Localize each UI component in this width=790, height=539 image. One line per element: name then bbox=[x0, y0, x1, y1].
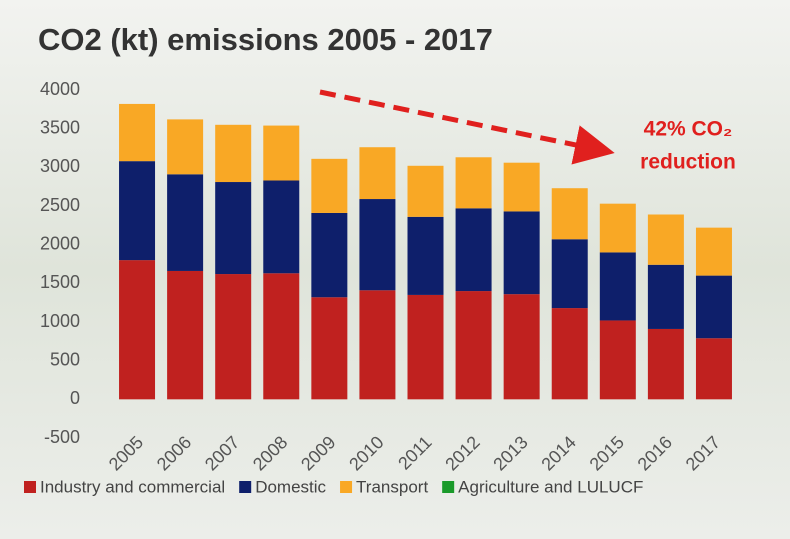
bar-segment bbox=[407, 165, 444, 217]
legend-label: Domestic bbox=[255, 477, 326, 496]
bar-segment bbox=[455, 208, 492, 292]
bar-segment bbox=[359, 290, 396, 400]
legend-swatch bbox=[442, 481, 455, 493]
bar-segment bbox=[263, 273, 300, 400]
y-tick-label: 3000 bbox=[40, 156, 80, 176]
bar-segment bbox=[167, 270, 204, 400]
bar-segment bbox=[647, 328, 684, 400]
bar-segment bbox=[455, 157, 492, 209]
bar-segment bbox=[119, 260, 156, 400]
trend-arrow bbox=[319, 89, 615, 165]
bar-segment bbox=[215, 124, 252, 183]
bar-segment bbox=[551, 308, 588, 400]
bar-segment bbox=[359, 199, 396, 291]
bar-segment bbox=[311, 212, 348, 298]
bar-segment bbox=[359, 147, 396, 200]
y-tick-label: 1000 bbox=[40, 311, 80, 331]
bar-segment bbox=[215, 182, 252, 275]
legend-label: Agriculture and LULUCF bbox=[458, 477, 643, 496]
chart-title: CO2 (kt) emissions 2005 - 2017 bbox=[38, 22, 493, 57]
annotation: reduction bbox=[640, 151, 736, 174]
bar-segment bbox=[647, 264, 684, 329]
bar-segment bbox=[551, 239, 588, 309]
legend-label: Transport bbox=[356, 477, 428, 496]
bar-segment bbox=[167, 119, 204, 175]
bar-segment bbox=[215, 274, 252, 400]
y-tick-label: 2500 bbox=[40, 195, 80, 215]
legend-swatch bbox=[239, 481, 252, 493]
y-tick-label: 3500 bbox=[40, 117, 80, 137]
bar-segment bbox=[167, 174, 204, 271]
legend-label: Industry and commercial bbox=[40, 477, 225, 496]
bar-segment bbox=[551, 188, 588, 240]
bar-segment bbox=[695, 338, 732, 400]
bar-segment bbox=[119, 103, 156, 162]
bar-segment bbox=[695, 275, 732, 339]
bar-segment bbox=[311, 297, 348, 400]
y-tick-label: 0 bbox=[70, 388, 80, 408]
bar-segment bbox=[599, 320, 636, 400]
y-tick-label: 4000 bbox=[40, 79, 80, 99]
bar-segment bbox=[407, 294, 444, 400]
legend-swatch bbox=[340, 481, 353, 493]
y-tick-label: -500 bbox=[44, 427, 80, 447]
bar-segment bbox=[503, 294, 540, 400]
bar-segment bbox=[311, 158, 348, 213]
bar-segment bbox=[119, 161, 156, 261]
y-tick-label: 500 bbox=[50, 349, 80, 369]
bar-segment bbox=[599, 203, 636, 253]
y-tick-label: 2000 bbox=[40, 233, 80, 253]
bar-segment bbox=[263, 125, 300, 181]
legend-swatch bbox=[24, 481, 36, 493]
y-tick-label: 1500 bbox=[40, 272, 80, 292]
annotation: 42% CO₂ bbox=[644, 118, 733, 141]
bar-segment bbox=[599, 252, 636, 321]
bar-segment bbox=[407, 216, 444, 295]
bar-segment bbox=[503, 162, 540, 212]
bar-segment bbox=[503, 211, 540, 295]
bar-segment bbox=[455, 291, 492, 400]
bar-segment bbox=[695, 227, 732, 276]
bar-segment bbox=[647, 214, 684, 265]
bar-segment bbox=[263, 180, 300, 274]
